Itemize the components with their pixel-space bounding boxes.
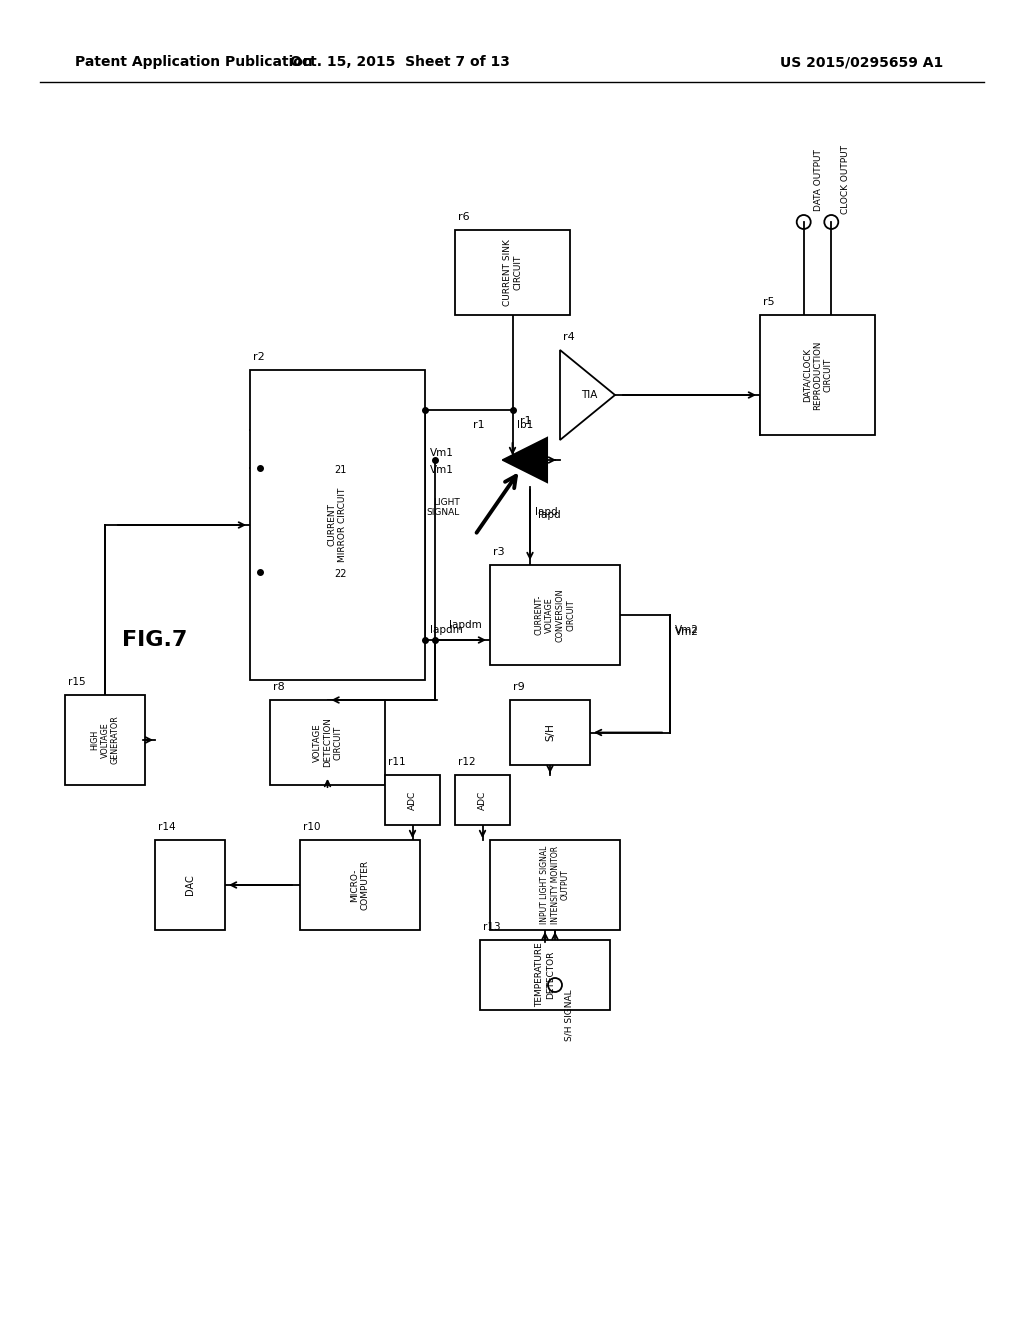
Text: Oct. 15, 2015  Sheet 7 of 13: Oct. 15, 2015 Sheet 7 of 13 (290, 55, 510, 69)
Text: r8: r8 (273, 682, 285, 692)
Bar (65, 696, 145, 785)
Text: r9: r9 (513, 682, 524, 692)
Text: S/H: S/H (545, 723, 555, 742)
Text: TEMPERATURE
DETECTOR: TEMPERATURE DETECTOR (536, 942, 555, 1007)
Text: TIA: TIA (582, 389, 598, 400)
Text: r1: r1 (520, 416, 531, 426)
Text: Ib1: Ib1 (517, 420, 534, 430)
Text: Iapdm: Iapdm (449, 620, 481, 630)
Text: r13: r13 (483, 921, 501, 932)
Text: 21: 21 (335, 465, 347, 475)
Bar (490, 840, 620, 931)
Text: DAC: DAC (185, 875, 195, 895)
Text: 22: 22 (335, 569, 347, 579)
Bar (760, 315, 874, 436)
Text: r6: r6 (458, 213, 470, 222)
Text: Iapdm: Iapdm (430, 624, 463, 635)
Text: LIGHT
SIGNAL: LIGHT SIGNAL (427, 498, 460, 517)
Text: r5: r5 (763, 297, 774, 308)
Bar (490, 565, 620, 665)
Text: Vm1: Vm1 (430, 465, 454, 475)
Text: r1: r1 (473, 420, 485, 430)
Text: DATA OUTPUT: DATA OUTPUT (814, 149, 822, 211)
Bar (155, 840, 225, 931)
Text: VOLTAGE
DETECTION
CIRCUIT: VOLTAGE DETECTION CIRCUIT (312, 718, 342, 767)
Text: r12: r12 (458, 756, 475, 767)
Bar (250, 370, 425, 680)
Text: r14: r14 (158, 822, 176, 832)
Text: r11: r11 (388, 756, 406, 767)
Text: r3: r3 (493, 546, 505, 557)
Text: DATA/CLOCK
REPRODUCTION
CIRCUIT: DATA/CLOCK REPRODUCTION CIRCUIT (803, 341, 833, 409)
Polygon shape (503, 438, 547, 482)
Bar (300, 840, 420, 931)
Text: Vm2: Vm2 (675, 624, 698, 635)
Text: FIG.7: FIG.7 (122, 630, 187, 649)
Text: Iapd: Iapd (538, 510, 560, 520)
Text: CLOCK OUTPUT: CLOCK OUTPUT (842, 145, 850, 214)
Text: CURRENT
MIRROR CIRCUIT: CURRENT MIRROR CIRCUIT (328, 488, 347, 562)
Bar (510, 700, 590, 766)
Text: INPUT LIGHT SIGNAL
INTENSITY MONITOR
OUTPUT: INPUT LIGHT SIGNAL INTENSITY MONITOR OUT… (540, 846, 570, 924)
Bar (480, 940, 610, 1010)
Text: r4: r4 (563, 333, 574, 342)
Text: r15: r15 (68, 677, 86, 686)
Bar (270, 700, 385, 785)
Text: S/H SIGNAL: S/H SIGNAL (565, 989, 574, 1040)
Text: US 2015/0295659 A1: US 2015/0295659 A1 (780, 55, 943, 69)
Bar (385, 775, 440, 825)
Text: r2: r2 (253, 352, 265, 362)
Text: Iapd: Iapd (535, 507, 558, 517)
Text: CURRENT SINK
CIRCUIT: CURRENT SINK CIRCUIT (503, 239, 522, 306)
Text: ADC: ADC (478, 791, 487, 809)
Bar (455, 775, 510, 825)
Text: CURRENT-
VOLTAGE
CONVERSION
CIRCUIT: CURRENT- VOLTAGE CONVERSION CIRCUIT (535, 589, 575, 642)
Text: ADC: ADC (408, 791, 417, 809)
Text: r10: r10 (303, 822, 321, 832)
Text: HIGH
VOLTAGE
GENERATOR: HIGH VOLTAGE GENERATOR (90, 715, 120, 764)
Text: Vm1: Vm1 (430, 447, 454, 458)
Text: Patent Application Publication: Patent Application Publication (75, 55, 312, 69)
Text: MICRO-
COMPUTER: MICRO- COMPUTER (350, 859, 370, 909)
Bar (455, 230, 570, 315)
Text: Vm2: Vm2 (675, 627, 698, 638)
Polygon shape (560, 350, 615, 440)
